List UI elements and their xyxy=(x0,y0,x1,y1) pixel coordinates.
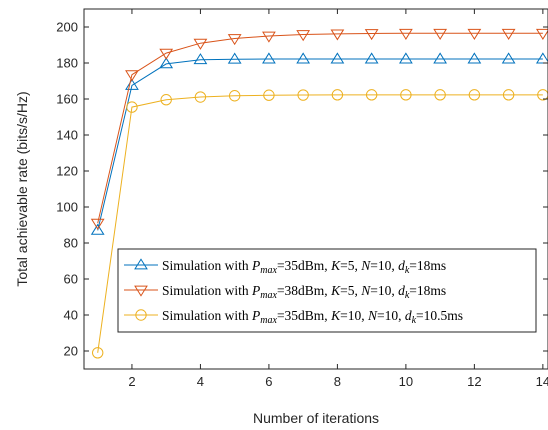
series-2-point xyxy=(433,28,448,40)
series-3-point xyxy=(468,89,481,101)
x-tick-label: 10 xyxy=(399,374,413,389)
series-1-point xyxy=(125,78,139,90)
axes-box xyxy=(83,8,548,370)
series-3-line xyxy=(97,94,543,353)
y-tick-label: 180 xyxy=(56,56,78,71)
legend-swatch-marker xyxy=(134,285,148,297)
series-1-point xyxy=(330,52,345,64)
y-tick-label: 100 xyxy=(56,200,78,215)
series-2-point xyxy=(330,29,345,41)
series-1-point xyxy=(433,52,448,64)
x-tick-label: 2 xyxy=(128,374,135,389)
series-2 xyxy=(90,28,548,230)
legend-item-1: Simulation with Pmax=35dBm, K=5, N=10, d… xyxy=(124,258,446,276)
legend-box xyxy=(117,248,537,333)
series-3-point xyxy=(502,89,515,101)
series-2-point xyxy=(125,70,139,82)
legend-swatch-marker xyxy=(135,309,147,321)
series-2-point xyxy=(364,29,379,41)
y-tick-label: 80 xyxy=(64,236,78,251)
series-1 xyxy=(90,52,548,235)
series-2-point xyxy=(467,28,482,40)
y-tick-label: 160 xyxy=(56,92,78,107)
legend-label: Simulation with Pmax=35dBm, K=10, N=10, … xyxy=(162,308,463,326)
x-tick-label: 14 xyxy=(536,374,548,389)
legend-label: Simulation with Pmax=35dBm, K=5, N=10, d… xyxy=(162,258,446,276)
series-1-point xyxy=(90,223,105,235)
legend-swatch-marker xyxy=(134,258,148,270)
x-tick-label: 6 xyxy=(265,374,272,389)
y-tick-label: 60 xyxy=(64,272,78,287)
legend-item-2: Simulation with Pmax=38dBm, K=5, N=10, d… xyxy=(124,283,446,301)
series-1-point xyxy=(193,53,208,65)
series-2-point xyxy=(90,218,105,230)
series-3-point xyxy=(160,94,172,106)
series-1-point xyxy=(227,52,242,64)
y-tick-label: 200 xyxy=(56,20,78,35)
series-1-line xyxy=(97,58,543,231)
series-3-point xyxy=(91,347,104,359)
series-2-point xyxy=(399,28,413,40)
axes-layer: 2 4 6 8 10 12 14 20 40 60 80 100 120 140 160 180 200 xyxy=(56,8,548,389)
series-2-point xyxy=(193,38,208,50)
series-2-point xyxy=(296,30,311,42)
x-tick-label: 8 xyxy=(334,374,341,389)
series-2-point xyxy=(535,28,548,40)
series-3-point xyxy=(263,89,275,101)
series-1-point xyxy=(535,52,548,64)
x-tick-label: 12 xyxy=(467,374,481,389)
y-tick-label: 120 xyxy=(56,164,78,179)
series-1-point xyxy=(399,52,413,64)
x-axis-label: Number of iterations xyxy=(253,410,379,426)
series-3-point xyxy=(126,101,138,113)
series-3 xyxy=(91,89,548,359)
legend: Simulation with Pmax=35dBm, K=5, N=10, d… xyxy=(117,248,537,333)
legend-item-3: Simulation with Pmax=35dBm, K=10, N=10, … xyxy=(124,308,463,326)
series-3-point xyxy=(537,89,548,101)
series-3-point xyxy=(365,89,378,101)
series-2-line xyxy=(97,32,543,224)
x-tick-label: 4 xyxy=(197,374,204,389)
series-1-point xyxy=(364,52,379,64)
series-3-point xyxy=(297,89,309,101)
y-tick-label: 40 xyxy=(64,308,78,323)
y-tick-label: 20 xyxy=(64,344,78,359)
y-axis-label: Total achievable rate (bits/s/Hz) xyxy=(14,91,30,286)
series-1-point xyxy=(467,52,482,64)
series-1-point xyxy=(296,52,311,64)
series-2-point xyxy=(227,34,242,46)
legend-label: Simulation with Pmax=38dBm, K=5, N=10, d… xyxy=(162,283,446,301)
series-3-point xyxy=(228,90,241,102)
series-3-point xyxy=(400,89,412,101)
series-2-point xyxy=(501,28,516,40)
y-tick-label: 140 xyxy=(56,128,78,143)
series-2-point xyxy=(262,31,276,43)
series-2-point xyxy=(159,48,174,60)
series-3-point xyxy=(331,89,344,101)
series-layer xyxy=(90,28,548,359)
series-1-point xyxy=(159,57,174,69)
series-3-point xyxy=(434,89,446,101)
series-1-point xyxy=(262,52,276,64)
series-1-point xyxy=(501,52,516,64)
series-3-point xyxy=(194,91,207,103)
